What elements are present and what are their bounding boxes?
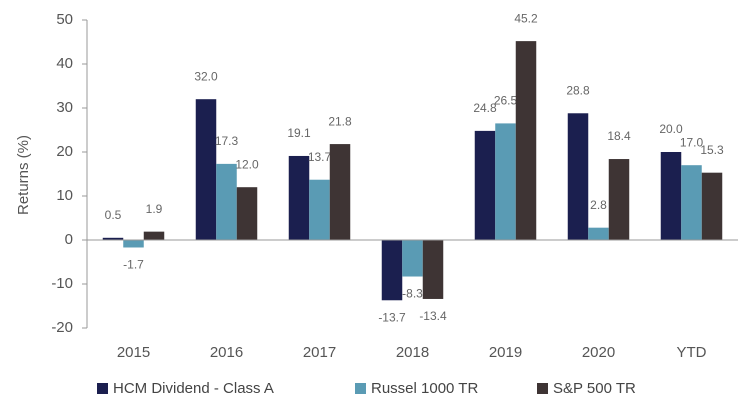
legend-label: HCM Dividend - Class A	[113, 380, 274, 397]
y-tick-label: 50	[56, 11, 73, 28]
data-label: 21.8	[328, 114, 352, 128]
data-label: 18.4	[607, 129, 631, 143]
x-tick-label: 2019	[489, 344, 522, 361]
bar	[474, 130, 496, 240]
data-label: 12.0	[235, 157, 259, 171]
data-label: -13.7	[378, 310, 406, 324]
data-label: 1.9	[146, 202, 163, 216]
y-tick-label: -10	[51, 275, 73, 292]
x-tick-label: 2015	[117, 344, 150, 361]
y-tick-label: 0	[65, 231, 73, 248]
bar	[701, 172, 723, 240]
bar	[402, 240, 423, 277]
bar	[515, 41, 537, 241]
data-label: 19.1	[287, 126, 311, 140]
bar	[567, 113, 589, 240]
data-label: -13.4	[419, 309, 447, 323]
x-tick-label: 2017	[303, 344, 336, 361]
legend-swatch	[537, 383, 548, 394]
data-label: 15.3	[700, 143, 724, 157]
bar	[236, 187, 258, 240]
bar	[660, 152, 682, 240]
bar	[608, 159, 630, 240]
y-tick-label: -20	[51, 319, 73, 336]
bar	[422, 240, 444, 299]
data-label: 2.8	[590, 198, 607, 212]
data-label: 0.5	[105, 208, 122, 222]
data-label: -1.7	[123, 258, 144, 272]
bar	[681, 165, 702, 240]
x-tick-label: YTD	[677, 344, 707, 361]
data-label: 17.0	[680, 135, 704, 149]
bar	[309, 179, 330, 240]
data-label: 45.2	[514, 11, 538, 25]
bar	[588, 227, 609, 240]
x-tick-label: 2020	[582, 344, 615, 361]
y-tick-label: 30	[56, 99, 73, 116]
data-label: 32.0	[194, 69, 218, 83]
y-tick-label: 20	[56, 143, 73, 160]
data-label: 20.0	[659, 122, 683, 136]
bar	[216, 163, 237, 240]
bar	[495, 123, 516, 240]
bar	[381, 240, 403, 301]
legend-swatch	[97, 383, 108, 394]
data-label: 17.3	[215, 134, 239, 148]
legend-label: Russel 1000 TR	[371, 380, 478, 397]
data-label: 24.8	[473, 101, 497, 115]
bar	[195, 99, 217, 240]
data-label: 28.8	[566, 83, 590, 97]
x-tick-label: 2018	[396, 344, 429, 361]
y-tick-label: 40	[56, 55, 73, 72]
bar	[123, 240, 144, 248]
bar	[288, 155, 310, 240]
bar	[329, 144, 351, 240]
legend-swatch	[355, 383, 366, 394]
data-label: 26.5	[494, 94, 518, 108]
legend-label: S&P 500 TR	[553, 380, 636, 397]
x-tick-label: 2016	[210, 344, 243, 361]
bar	[143, 231, 165, 240]
data-label: -8.3	[402, 287, 423, 301]
data-label: 13.7	[308, 150, 332, 164]
bar	[102, 237, 124, 240]
y-tick-label: 10	[56, 187, 73, 204]
y-axis-label: Returns (%)	[15, 135, 32, 215]
